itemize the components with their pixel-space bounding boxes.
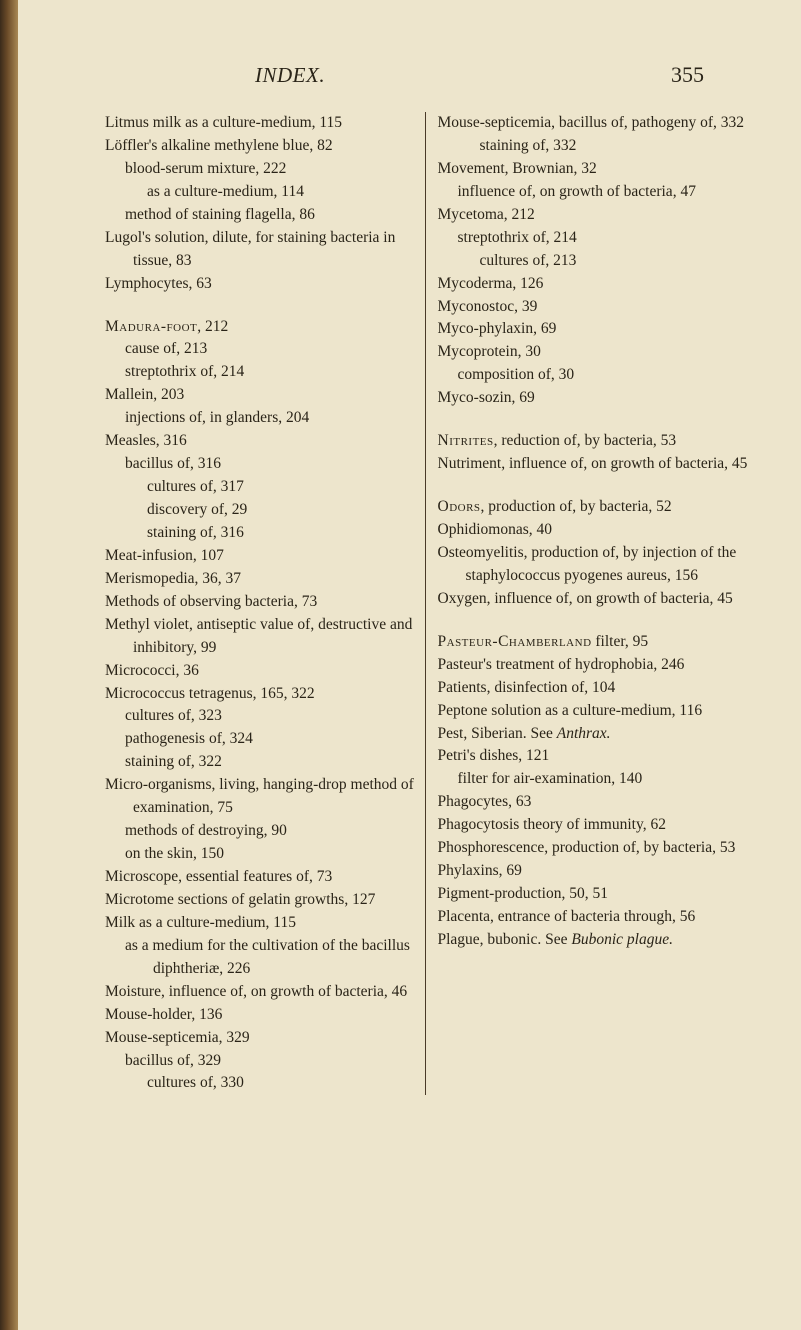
index-subentry: discovery of, 29 (105, 499, 417, 522)
index-subentry: staining of, 322 (105, 751, 417, 774)
index-subentry: staining of, 316 (105, 522, 417, 545)
index-subentry: composition of, 30 (438, 364, 750, 387)
index-entry: Placenta, entrance of bacteria through, … (438, 906, 750, 929)
index-entry: Phosphorescence, production of, by bacte… (438, 837, 750, 860)
index-text: filter, 95 (592, 633, 649, 650)
index-entry: Ophidiomonas, 40 (438, 519, 750, 542)
index-entry: Movement, Brownian, 32 (438, 158, 750, 181)
index-entry: Pasteur-Chamberland filter, 95 (438, 631, 750, 654)
index-subentry: filter for air-examination, 140 (438, 768, 750, 791)
index-subentry: influence of, on growth of bacteria, 47 (438, 181, 750, 204)
index-entry: Nutriment, influence of, on growth of ba… (438, 453, 750, 476)
index-entry: Merismopedia, 36, 37 (105, 568, 417, 591)
index-entry: Plague, bubonic. See Bubonic plague. (438, 929, 750, 952)
page-number: 355 (671, 62, 704, 88)
index-entry: Micrococcus tetragenus, 165, 322 (105, 683, 417, 706)
index-entry: Phagocytes, 63 (438, 791, 750, 814)
index-entry: Lugol's solution, dilute, for staining b… (105, 227, 417, 273)
section-head: Nitrites (438, 432, 494, 449)
index-subentry: bacillus of, 316 (105, 453, 417, 476)
index-entry: Mycoprotein, 30 (438, 341, 750, 364)
book-spine-edge (0, 0, 18, 1330)
left-column: Litmus milk as a culture-medium, 115 Löf… (105, 112, 426, 1095)
index-entry: Nitrites, reduction of, by bacteria, 53 (438, 430, 750, 453)
index-text: , reduction of, by bacteria, 53 (494, 432, 677, 449)
index-entry: Pasteur's treatment of hydrophobia, 246 (438, 654, 750, 677)
index-subentry: bacillus of, 329 (105, 1050, 417, 1073)
index-subentry: methods of destroying, 90 (105, 820, 417, 843)
index-entry: Microtome sections of gelatin growths, 1… (105, 889, 417, 912)
index-entry: Mouse-septicemia, 329 (105, 1027, 417, 1050)
index-entry: Patients, disinfection of, 104 (438, 677, 750, 700)
index-entry: Peptone solution as a culture-medium, 11… (438, 700, 750, 723)
index-entry: Meat-infusion, 107 (105, 545, 417, 568)
index-text: , production of, by bacteria, 52 (481, 498, 672, 515)
index-entry: Methods of observing bacteria, 73 (105, 591, 417, 614)
index-entry: Microscope, essential features of, 73 (105, 866, 417, 889)
page: INDEX. 355 Litmus milk as a culture-medi… (0, 0, 801, 1330)
index-subentry: cultures of, 330 (105, 1072, 417, 1095)
index-entry: Mouse-septicemia, bacillus of, pathogeny… (438, 112, 750, 135)
index-entry: Milk as a culture-medium, 115 (105, 912, 417, 935)
page-header: INDEX. 355 (105, 62, 749, 88)
index-entry: Mycoderma, 126 (438, 273, 750, 296)
index-entry: Micro-organisms, living, hanging-drop me… (105, 774, 417, 820)
index-subentry: on the skin, 150 (105, 843, 417, 866)
index-entry: Mycetoma, 212 (438, 204, 750, 227)
index-text: , 212 (197, 318, 228, 335)
index-entry: Phagocytosis theory of immunity, 62 (438, 814, 750, 837)
index-subentry: cultures of, 317 (105, 476, 417, 499)
index-entry: Phylaxins, 69 (438, 860, 750, 883)
index-entry: Measles, 316 (105, 430, 417, 453)
index-subentry: as a culture-medium, 114 (105, 181, 417, 204)
index-subentry: streptothrix of, 214 (105, 361, 417, 384)
right-column: Mouse-septicemia, bacillus of, pathogeny… (426, 112, 750, 1095)
index-entry: Madura-foot, 212 (105, 316, 417, 339)
index-entry: Moisture, influence of, on growth of bac… (105, 981, 417, 1004)
index-entry: Mouse-holder, 136 (105, 1004, 417, 1027)
index-subentry: cultures of, 323 (105, 705, 417, 728)
cross-reference: Bubonic plague. (571, 931, 673, 948)
index-subentry: cultures of, 213 (438, 250, 750, 273)
index-text: Plague, bubonic. See (438, 931, 572, 948)
index-subentry: streptothrix of, 214 (438, 227, 750, 250)
index-subentry: as a medium for the cultivation of the b… (105, 935, 417, 981)
index-entry: Methyl violet, antiseptic value of, dest… (105, 614, 417, 660)
index-entry: Litmus milk as a culture-medium, 115 (105, 112, 417, 135)
section-head: Madura-foot (105, 318, 197, 335)
index-entry: Mallein, 203 (105, 384, 417, 407)
index-entry: Petri's dishes, 121 (438, 745, 750, 768)
index-entry: Micrococci, 36 (105, 660, 417, 683)
index-entry: Oxygen, influence of, on growth of bacte… (438, 588, 750, 611)
header-title: INDEX. (255, 63, 325, 88)
index-entry: Odors, production of, by bacteria, 52 (438, 496, 750, 519)
section-head: Odors (438, 498, 481, 515)
index-subentry: pathogenesis of, 324 (105, 728, 417, 751)
index-subentry: method of staining flagella, 86 (105, 204, 417, 227)
section-head: Pasteur-Chamberland (438, 633, 592, 650)
index-entry: Löffler's alkaline methylene blue, 82 (105, 135, 417, 158)
index-entry: Myconostoc, 39 (438, 296, 750, 319)
cross-reference: Anthrax. (557, 725, 611, 742)
index-entry: Pest, Siberian. See Anthrax. (438, 723, 750, 746)
index-subentry: staining of, 332 (438, 135, 750, 158)
index-subentry: cause of, 213 (105, 338, 417, 361)
index-text: Pest, Siberian. See (438, 725, 557, 742)
index-entry: Myco-sozin, 69 (438, 387, 750, 410)
index-entry: Lymphocytes, 63 (105, 273, 417, 296)
index-entry: Osteomyelitis, production of, by injecti… (438, 542, 750, 588)
index-entry: Pigment-production, 50, 51 (438, 883, 750, 906)
index-subentry: injections of, in glanders, 204 (105, 407, 417, 430)
index-entry: Myco-phylaxin, 69 (438, 318, 750, 341)
index-columns: Litmus milk as a culture-medium, 115 Löf… (105, 112, 749, 1095)
index-subentry: blood-serum mixture, 222 (105, 158, 417, 181)
